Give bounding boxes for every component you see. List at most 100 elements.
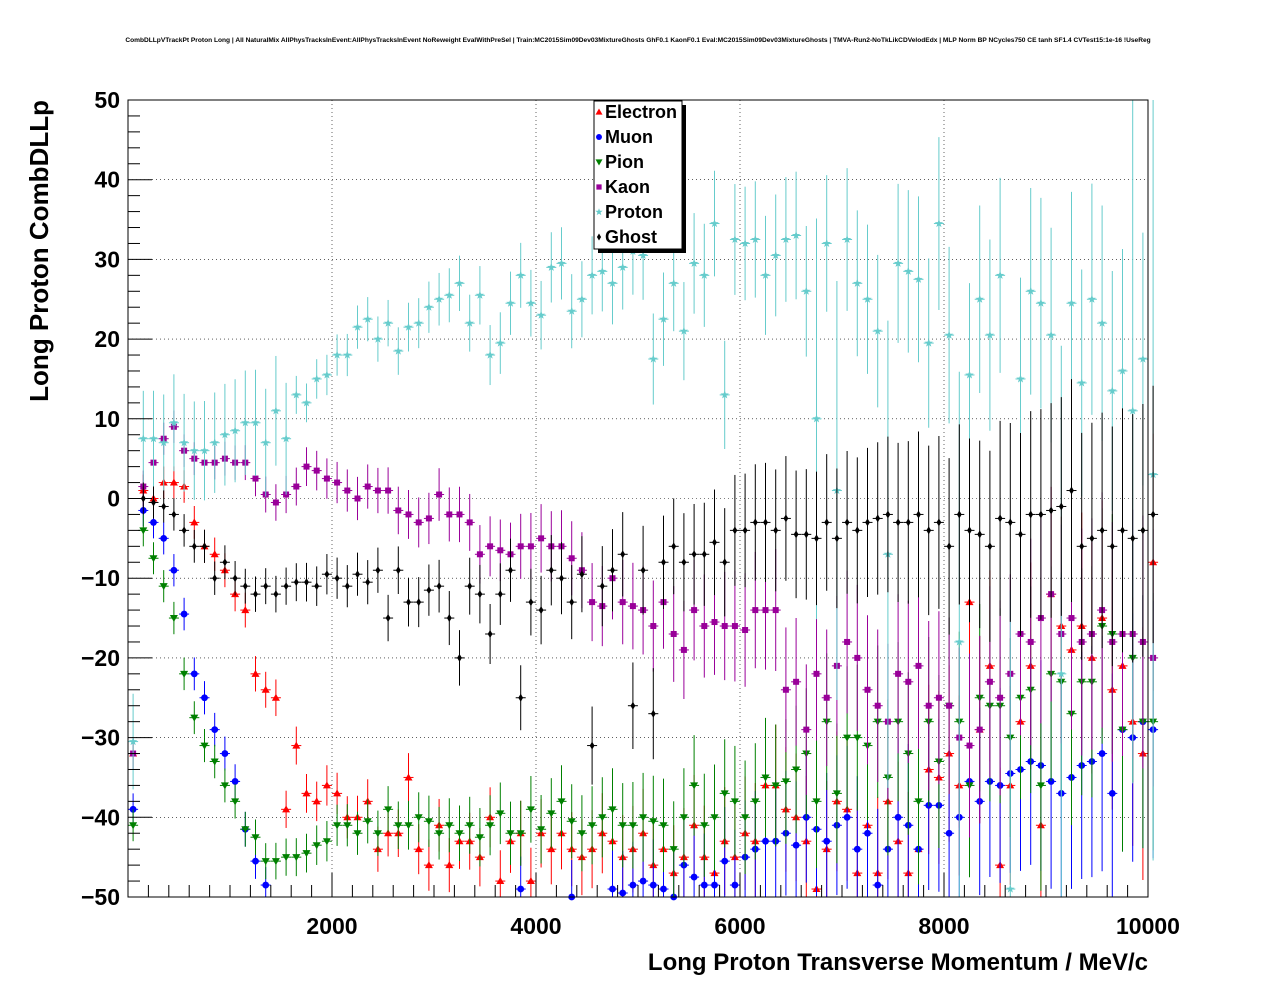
y-tick-label: 40 [94, 167, 120, 193]
data-point-muon [160, 534, 168, 542]
data-point-kaon [905, 678, 912, 685]
data-point-pion [333, 822, 342, 830]
data-point-pion [639, 814, 648, 822]
data-point-proton [292, 390, 301, 399]
data-point-pion [414, 814, 423, 822]
data-point-pion [292, 854, 301, 862]
data-point-ghost [701, 550, 707, 559]
data-point-proton [281, 434, 291, 443]
data-point-proton [995, 270, 1005, 279]
data-point-electron [445, 861, 454, 869]
data-point-muon [1098, 750, 1106, 757]
data-point-proton [853, 278, 862, 287]
data-point-kaon [364, 483, 371, 490]
data-point-ghost [457, 653, 462, 662]
data-point-proton [659, 314, 668, 323]
data-point-ghost [518, 693, 524, 702]
data-point-pion [781, 778, 790, 786]
data-point-kaon [976, 726, 983, 733]
data-point-kaon [1027, 638, 1034, 645]
data-point-pion [547, 810, 556, 818]
data-point-muon [629, 881, 637, 889]
data-point-ghost [712, 538, 717, 547]
data-point-proton [251, 418, 260, 427]
data-point-pion [180, 670, 189, 678]
data-point-ghost [610, 566, 615, 575]
data-point-proton [332, 350, 342, 359]
data-point-proton [363, 314, 372, 323]
data-point-muon [619, 889, 627, 897]
data-point-kaon [925, 702, 932, 709]
data-point-proton [1097, 318, 1107, 327]
data-point-electron [547, 845, 556, 853]
data-point-muon [180, 610, 188, 618]
data-point-proton [730, 235, 740, 243]
data-point-proton [965, 370, 974, 379]
data-point-pion [231, 798, 240, 806]
data-point-kaon [1068, 615, 1075, 622]
data-point-electron [333, 789, 342, 797]
data-point-proton [1108, 386, 1117, 395]
data-point-kaon [742, 627, 749, 634]
data-point-electron [526, 877, 535, 885]
data-point-kaon [425, 515, 432, 522]
data-point-pion [312, 842, 321, 850]
data-point-pion [792, 766, 801, 774]
data-point-pion [843, 734, 852, 742]
data-point-kaon [782, 686, 789, 693]
data-point-proton [1077, 378, 1086, 387]
data-point-ghost [1109, 542, 1115, 551]
data-point-ghost [997, 514, 1003, 523]
data-point-pion [506, 830, 515, 838]
data-point-pion [210, 758, 219, 766]
data-point-proton [1118, 366, 1127, 375]
data-point-proton [1067, 298, 1076, 307]
data-point-ghost [375, 566, 381, 575]
data-point-proton [1057, 669, 1066, 678]
data-point-kaon [915, 662, 922, 669]
data-point-electron [210, 550, 219, 558]
data-point-pion [129, 822, 138, 830]
data-point-kaon [803, 726, 810, 733]
data-point-ghost [559, 574, 564, 583]
data-point-electron [251, 669, 260, 677]
data-point-pion [200, 742, 209, 750]
data-point-kaon [456, 511, 463, 518]
legend-label-proton: Proton [605, 202, 663, 222]
data-point-ghost [1099, 526, 1105, 535]
data-point-ghost [946, 542, 952, 551]
data-point-proton [322, 370, 332, 379]
data-point-electron [322, 781, 331, 789]
data-point-electron [241, 606, 250, 614]
data-point-kaon [568, 555, 575, 562]
data-point-ghost [773, 526, 779, 535]
data-point-proton [1128, 406, 1137, 415]
data-point-kaon [772, 607, 779, 614]
x-tick-label: 4000 [510, 913, 561, 939]
data-point-ghost [763, 518, 768, 527]
data-point-ghost [406, 598, 411, 607]
y-tick-label: 0 [107, 486, 120, 512]
data-point-pion [220, 782, 229, 790]
data-point-pion [649, 818, 658, 826]
data-point-kaon [844, 638, 851, 645]
data-point-proton [230, 426, 240, 435]
data-point-pion [241, 826, 250, 834]
data-point-pion [475, 834, 484, 842]
data-point-proton [434, 294, 444, 303]
data-point-ghost [283, 582, 289, 591]
data-point-ghost [242, 582, 248, 591]
data-point-muon [609, 885, 616, 893]
data-point-kaon [680, 646, 687, 653]
data-point-ghost [385, 614, 391, 623]
y-tick-label: −50 [81, 884, 120, 910]
data-point-pion [741, 814, 750, 822]
data-point-kaon [823, 694, 830, 701]
data-point-proton [383, 318, 393, 327]
data-point-ghost [1069, 486, 1074, 495]
y-tick-label: −10 [81, 565, 120, 591]
data-point-proton [577, 294, 587, 303]
data-point-ghost [1089, 534, 1095, 543]
data-point-proton [302, 398, 311, 407]
data-point-proton [159, 438, 168, 447]
